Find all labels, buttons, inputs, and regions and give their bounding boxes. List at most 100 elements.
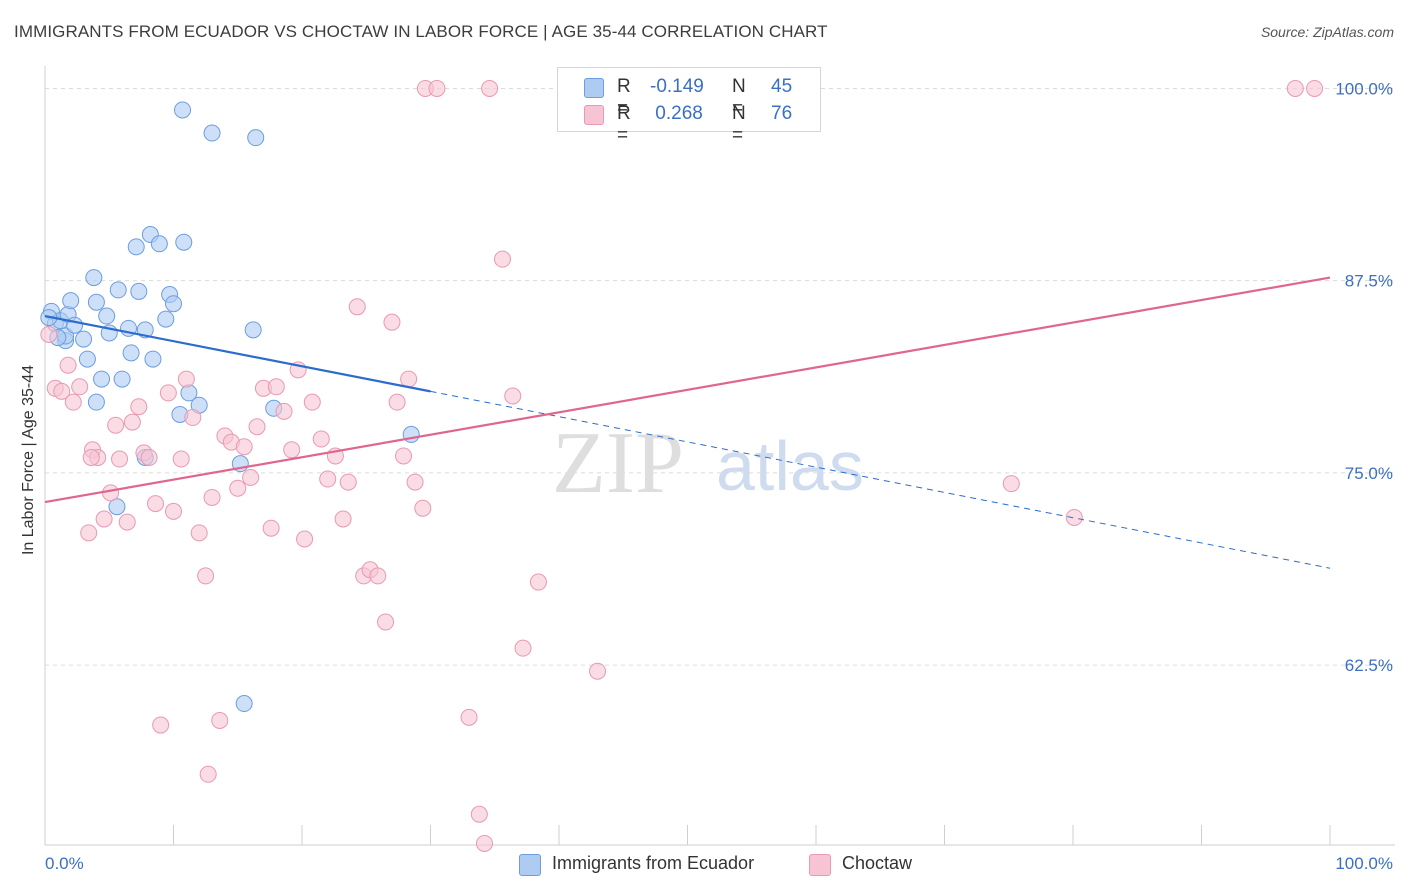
watermark-zip: ZIP: [552, 415, 684, 512]
r-value: 0.268: [650, 103, 703, 124]
y-tick-label: 75.0%: [1345, 464, 1393, 483]
choctaw-point: [172, 450, 190, 468]
ecuador-point: [87, 393, 105, 411]
r-value: -0.149: [650, 76, 704, 97]
ecuador-point: [157, 310, 175, 328]
choctaw-point: [82, 449, 100, 466]
choctaw-point: [64, 393, 82, 411]
choctaw-point: [229, 479, 247, 497]
ecuador-point: [144, 350, 162, 368]
n-label: N =: [732, 103, 746, 146]
y-tick-label: 100.0%: [1335, 79, 1393, 98]
choctaw-point: [369, 567, 387, 585]
series-ecuador-points: [40, 101, 420, 713]
y-tick-label: 87.5%: [1345, 272, 1393, 291]
n-label: N =: [732, 76, 746, 119]
legend-label-choctaw: Choctaw: [842, 853, 913, 873]
gridlines: [45, 87, 1395, 666]
choctaw-point: [159, 384, 177, 402]
choctaw-point: [589, 662, 607, 680]
ecuador-point: [93, 370, 111, 388]
ecuador-point: [173, 101, 191, 119]
choctaw-point: [102, 484, 120, 502]
legend-swatch-blue: [519, 854, 541, 876]
choctaw-point: [414, 499, 432, 517]
y-axis-label: In Labor Force | Age 35-44: [20, 364, 37, 556]
choctaw-point: [514, 639, 532, 657]
r-label: R =: [617, 76, 631, 119]
ecuador-point: [130, 282, 148, 300]
ecuador-point: [175, 233, 193, 251]
choctaw-point: [1306, 79, 1324, 97]
ecuador-point: [85, 269, 103, 287]
choctaw-point: [481, 79, 499, 97]
choctaw-point: [71, 378, 89, 396]
ecuador-trend-line: [44, 314, 431, 393]
choctaw-point: [312, 430, 330, 448]
choctaw-point: [283, 441, 301, 459]
correlation-legend: R = -0.149 N = 45 R = 0.268 N = 76: [557, 67, 821, 146]
ecuador-point: [109, 281, 127, 299]
swatch-blue: [584, 78, 604, 98]
choctaw-point: [406, 473, 424, 491]
choctaw-point: [248, 418, 266, 436]
choctaw-point: [267, 378, 285, 396]
ecuador-point: [122, 344, 140, 362]
ecuador-point: [78, 350, 96, 368]
choctaw-point: [296, 530, 314, 548]
choctaw-point: [460, 708, 478, 726]
choctaw-point: [40, 325, 58, 343]
axes: [44, 66, 1395, 846]
choctaw-point: [383, 313, 401, 331]
ecuador-point: [75, 330, 93, 348]
r-label: R =: [617, 103, 631, 146]
choctaw-point: [475, 834, 493, 852]
choctaw-point: [59, 356, 77, 374]
choctaw-point: [203, 488, 221, 506]
choctaw-point: [197, 567, 215, 585]
choctaw-point: [165, 502, 182, 520]
choctaw-point: [339, 473, 357, 491]
choctaw-point: [130, 398, 148, 416]
choctaw-point: [470, 805, 488, 823]
choctaw-point: [388, 393, 406, 411]
choctaw-point: [235, 438, 253, 456]
n-value: 76: [771, 103, 793, 124]
choctaw-point: [428, 79, 446, 97]
n-value: 45: [771, 76, 793, 97]
choctaw-point: [95, 510, 113, 528]
choctaw-point: [377, 613, 395, 631]
ecuador-point: [87, 293, 105, 311]
choctaw-point: [211, 711, 229, 729]
legend-label-ecuador: Immigrants from Ecuador: [552, 853, 755, 873]
ecuador-point: [165, 295, 182, 313]
choctaw-point: [1002, 475, 1020, 493]
choctaw-point: [303, 393, 321, 411]
watermark: ZIP atlas: [552, 415, 864, 512]
ecuador-point: [247, 129, 265, 147]
ecuador-point: [113, 370, 131, 388]
choctaw-point: [504, 387, 522, 405]
choctaw-point: [123, 413, 141, 431]
choctaw-point: [1065, 508, 1083, 526]
choctaw-point: [177, 370, 195, 388]
ecuador-point: [127, 238, 145, 256]
choctaw-point: [242, 468, 260, 486]
ecuador-trend-extension: [430, 390, 1331, 569]
y-tick-label: 62.5%: [1345, 656, 1393, 675]
choctaw-point: [184, 409, 202, 427]
watermark-atlas: atlas: [716, 427, 864, 505]
legend-swatch-pink: [809, 854, 831, 876]
choctaw-point: [334, 510, 352, 528]
swatch-pink: [584, 105, 604, 125]
choctaw-point: [107, 416, 125, 434]
choctaw-point: [262, 519, 280, 537]
x-tick-label: 100.0%: [1335, 854, 1393, 873]
chart-title: IMMIGRANTS FROM ECUADOR VS CHOCTAW IN LA…: [14, 22, 828, 41]
choctaw-point: [395, 447, 413, 465]
source-label: Source: ZipAtlas.com: [1260, 24, 1394, 40]
choctaw-point: [140, 449, 158, 466]
y-tick-labels: 100.0% 87.5% 75.0% 62.5%: [1335, 79, 1393, 675]
choctaw-point: [152, 716, 170, 734]
